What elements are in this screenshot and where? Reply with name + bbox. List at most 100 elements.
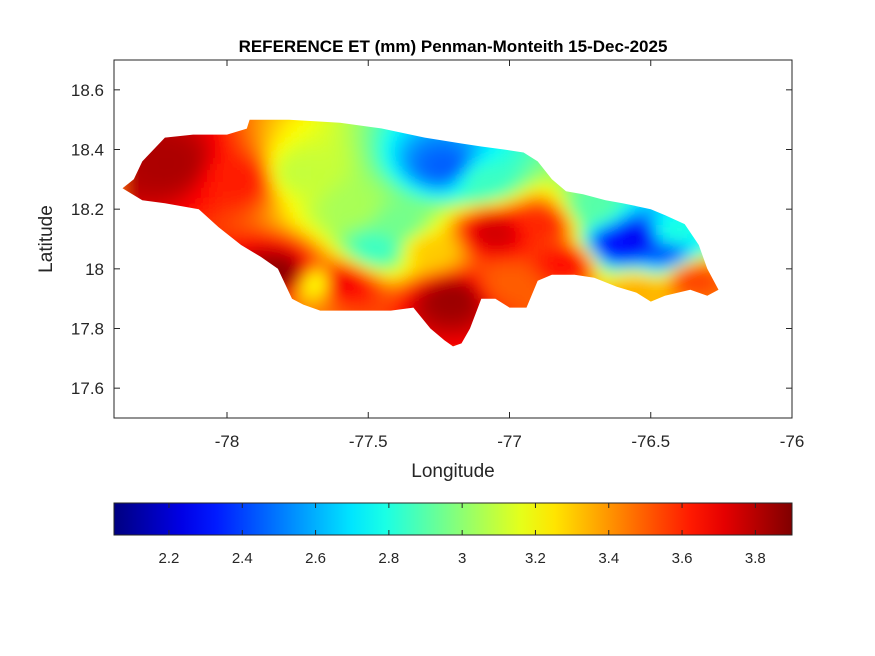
heatmap-cell bbox=[371, 284, 378, 291]
heatmap-cell bbox=[269, 188, 276, 195]
heatmap-cell bbox=[407, 230, 414, 237]
heatmap-cell bbox=[395, 140, 402, 147]
heatmap-cell bbox=[419, 254, 426, 261]
heatmap-cell bbox=[257, 242, 264, 249]
heatmap-cell bbox=[179, 134, 186, 141]
heatmap-cell bbox=[323, 182, 330, 189]
heatmap-cell bbox=[401, 152, 408, 159]
heatmap-cell bbox=[611, 242, 618, 249]
heatmap-cell bbox=[491, 200, 498, 207]
heatmap-cell bbox=[587, 212, 594, 219]
heatmap-cell bbox=[209, 152, 216, 159]
heatmap-cell bbox=[533, 224, 540, 231]
heatmap-cell bbox=[419, 278, 426, 285]
heatmap-cell bbox=[353, 236, 360, 243]
heatmap-cell bbox=[683, 236, 690, 243]
heatmap-cell bbox=[251, 206, 258, 213]
heatmap-cell bbox=[401, 242, 408, 249]
heatmap-cell bbox=[293, 284, 300, 291]
heatmap-cell bbox=[401, 260, 408, 267]
heatmap-cell bbox=[377, 212, 384, 219]
heatmap-cell bbox=[503, 224, 510, 231]
heatmap-cell bbox=[359, 260, 366, 267]
heatmap-cell bbox=[551, 242, 558, 249]
heatmap-cell bbox=[449, 308, 456, 315]
heatmap-cell bbox=[419, 248, 426, 255]
heatmap-cell bbox=[371, 206, 378, 213]
heatmap-cell bbox=[389, 260, 396, 267]
heatmap-cell bbox=[377, 260, 384, 267]
heatmap-cell bbox=[413, 254, 420, 261]
heatmap-cell bbox=[641, 254, 648, 261]
heatmap-cell bbox=[323, 134, 330, 141]
heatmap-cell bbox=[443, 326, 450, 333]
heatmap-cell bbox=[365, 158, 372, 165]
heatmap-cell bbox=[299, 272, 306, 279]
heatmap-cell bbox=[587, 224, 594, 231]
heatmap-cell bbox=[305, 254, 312, 261]
heatmap-cell bbox=[509, 302, 516, 309]
heatmap-cell bbox=[467, 308, 474, 315]
heatmap-cell bbox=[503, 212, 510, 219]
heatmap-cell bbox=[239, 236, 246, 243]
heatmap-cell bbox=[509, 230, 516, 237]
heatmap-cell bbox=[677, 278, 684, 285]
heatmap-cell bbox=[389, 188, 396, 195]
heatmap-cell bbox=[131, 182, 138, 189]
heatmap-cell bbox=[431, 200, 438, 207]
heatmap-cell bbox=[365, 206, 372, 213]
heatmap-cell bbox=[221, 140, 228, 147]
heatmap-cell bbox=[317, 188, 324, 195]
heatmap-cell bbox=[305, 200, 312, 207]
heatmap-cell bbox=[239, 242, 246, 249]
heatmap-cell bbox=[425, 146, 432, 153]
heatmap-cell bbox=[377, 272, 384, 279]
heatmap-cell bbox=[515, 248, 522, 255]
heatmap-cell bbox=[329, 134, 336, 141]
heatmap-cell bbox=[197, 140, 204, 147]
heatmap-cell bbox=[281, 218, 288, 225]
heatmap-cell bbox=[149, 170, 156, 177]
heatmap-cell bbox=[647, 254, 654, 261]
heatmap-cell bbox=[623, 248, 630, 255]
heatmap-cell bbox=[155, 164, 162, 171]
heatmap-cell bbox=[497, 206, 504, 213]
heatmap-cell bbox=[497, 266, 504, 273]
heatmap-cell bbox=[353, 188, 360, 195]
heatmap-cell bbox=[395, 296, 402, 303]
heatmap-cell bbox=[485, 212, 492, 219]
heatmap-cell bbox=[443, 236, 450, 243]
heatmap-cell bbox=[557, 224, 564, 231]
heatmap-cell bbox=[491, 266, 498, 273]
heatmap-cell bbox=[425, 194, 432, 201]
heatmap-cell bbox=[281, 182, 288, 189]
heatmap-cell bbox=[287, 284, 294, 291]
heatmap-cell bbox=[353, 158, 360, 165]
heatmap-cell bbox=[173, 200, 180, 207]
heatmap-cell bbox=[197, 164, 204, 171]
heatmap-cell bbox=[299, 254, 306, 261]
heatmap-cell bbox=[275, 194, 282, 201]
heatmap-cell bbox=[341, 128, 348, 135]
heatmap-cell bbox=[377, 206, 384, 213]
heatmap-cell bbox=[221, 134, 228, 141]
heatmap-cell bbox=[305, 290, 312, 297]
heatmap-cell bbox=[563, 266, 570, 273]
heatmap-cell bbox=[635, 224, 642, 231]
heatmap-cell bbox=[497, 212, 504, 219]
heatmap-cell bbox=[641, 290, 648, 297]
heatmap-cell bbox=[377, 182, 384, 189]
heatmap-cell bbox=[269, 134, 276, 141]
heatmap-cell bbox=[653, 266, 660, 273]
heatmap-cell bbox=[623, 236, 630, 243]
heatmap-cell bbox=[389, 242, 396, 249]
heatmap-cell bbox=[617, 266, 624, 273]
heatmap-cell bbox=[491, 224, 498, 231]
heatmap-cell bbox=[281, 266, 288, 273]
heatmap-cell bbox=[539, 236, 546, 243]
heatmap-cell bbox=[197, 206, 204, 213]
heatmap-cell bbox=[431, 278, 438, 285]
heatmap-cell bbox=[563, 212, 570, 219]
heatmap-cell bbox=[227, 230, 234, 237]
heatmap-cell bbox=[443, 188, 450, 195]
